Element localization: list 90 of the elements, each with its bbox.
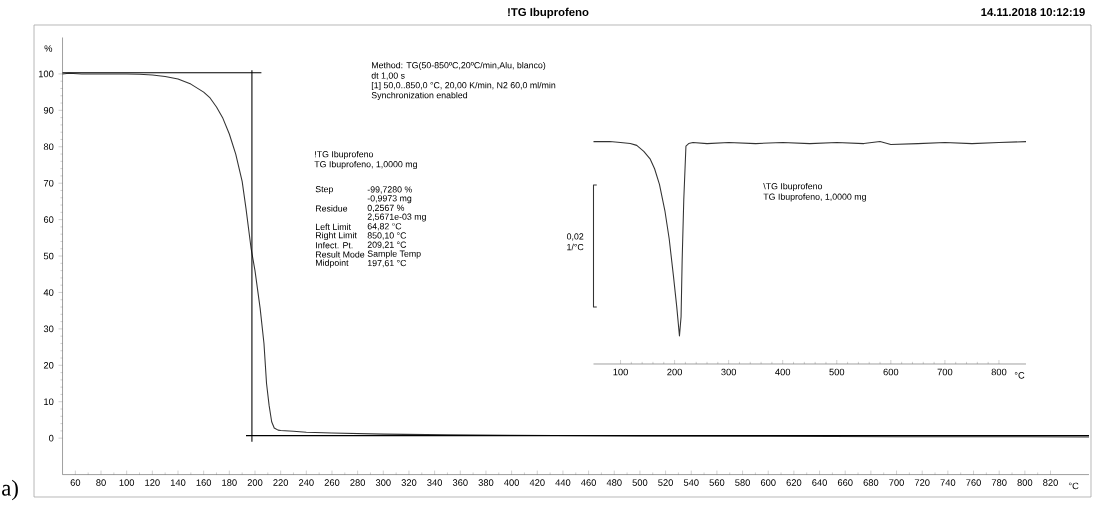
x-tick-label: 500 [829,368,845,376]
annotation: Step [315,186,333,194]
annotation: !TG Ibuprofeno [315,150,374,160]
chart-title: !TG Ibuprofeno [508,7,589,19]
x-tick-label: 200 [667,368,683,376]
x-tick-label: 740 [940,479,956,486]
x-tick-label: 340 [427,479,443,486]
x-tick-label: 240 [298,479,314,486]
x-tick-label: 580 [735,479,750,486]
annotation: Result Mode [316,251,365,258]
x-tick-label: 100 [613,368,628,376]
x-tick-label: 660 [837,479,853,486]
x-tick-label: 160 [196,479,212,486]
annotation: Left Limit [316,223,351,231]
annotation: 209,21 °C [367,241,407,249]
annotation: Sample Temp [367,250,421,259]
x-tick-label: 140 [170,479,186,486]
annotation: 0,2567 % [367,204,405,213]
x-tick-label: 320 [401,479,417,486]
x-tick-label: 440 [555,479,571,486]
annotation: -99,7280 % [367,186,412,194]
x-tick-label: 560 [709,479,725,486]
annotation: 197,61 °C [367,259,407,268]
x-tick-label: 680 [863,479,879,486]
x-tick-label: 640 [812,479,827,486]
y-tick-label: 60 [43,216,54,223]
annotation: -0,9973 mg [367,195,412,204]
x-tick-label: 800 [991,368,1007,376]
x-tick-label: 520 [658,479,673,486]
x-tick-label: 540 [683,479,699,486]
x-tick-label: 500 [632,479,648,486]
x-tick-label: 420 [529,479,545,486]
x-tick-label: 360 [452,479,468,486]
annotation: Midpoint [316,259,349,268]
annotation: Residue [316,205,348,212]
x-tick-label: 380 [478,479,494,486]
x-tick-label: 220 [273,479,289,486]
x-tick-label: 300 [375,479,391,486]
x-tick-label: 460 [581,479,597,486]
x-axis-title: °C [1068,482,1079,490]
annotation: [1] 50,0..850,0 °C, 20,00 K/min, N2 60,0 ml/min [371,81,556,91]
x-tick-label: 600 [760,479,776,486]
annotation: TG Ibuprofeno, 1,0000 mg [314,160,417,170]
y-tick-label: 80 [43,143,54,151]
x-tick-label: 700 [889,479,904,486]
x-tick-label: 280 [350,479,366,486]
x-tick-label: 300 [721,368,737,376]
annotation: Method: TG(50-850ºC,20ºC/min,Alu, blanco) [372,61,546,71]
x-tick-label: 100 [119,479,135,486]
x-tick-label: 820 [1043,479,1058,486]
x-tick-label: 720 [914,479,930,486]
chart-subtitle: 14.11.2018 10:12:19 [981,8,1085,17]
x-tick-label: 620 [786,479,802,486]
annotation: Synchronization enabled [371,91,468,101]
x-axis-title: °C [1014,372,1025,379]
x-tick-label: 260 [324,479,340,486]
x-tick-label: 120 [145,479,160,486]
annotation: Right Limit [316,231,357,241]
y-tick-label: 0 [48,434,54,442]
x-tick-label: 80 [96,479,106,486]
y-tick-label: 70 [43,179,54,187]
annotation: 64,82 °C [367,223,402,231]
x-tick-label: 180 [222,479,237,486]
x-tick-label: 700 [937,368,953,376]
annotation: 0,02 [566,233,584,241]
y-tick-label: 30 [43,325,54,333]
x-tick-label: 60 [70,479,81,486]
annotation: Infect. Pt. [316,241,353,249]
x-tick-label: 760 [966,479,981,486]
y-tick-label: 50 [43,252,54,260]
x-tick-label: 400 [775,368,791,376]
x-tick-label: 800 [1017,479,1033,486]
y-axis-title: % [44,45,53,52]
x-tick-label: 480 [606,479,622,486]
annotation: 850,10 °C [367,232,407,240]
y-tick-label: 20 [43,362,54,369]
annotation: TG Ibuprofeno, 1,0000 mg [763,193,866,202]
annotation: \TG Ibuprofeno [763,182,823,192]
x-tick-label: 400 [504,479,520,486]
y-tick-label: 100 [38,70,54,78]
x-tick-label: 780 [991,479,1007,486]
x-tick-label: 200 [247,479,263,486]
y-tick-label: 90 [43,107,54,114]
annotation: 1/°C [567,243,584,251]
annotation: 2,5671e-03 mg [367,213,426,222]
x-tick-label: 600 [883,368,899,376]
text: a) [2,479,18,501]
annotation: dt 1,00 s [371,72,405,80]
y-tick-label: 10 [44,398,54,406]
y-tick-label: 40 [43,289,54,296]
